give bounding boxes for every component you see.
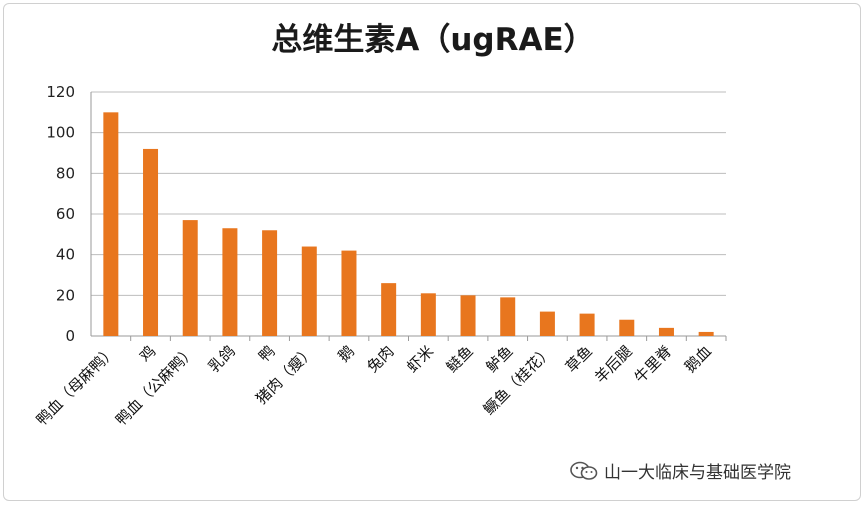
bar	[658, 327, 674, 336]
category-label: 鸭血（母麻鸭）	[33, 342, 120, 429]
bar	[103, 112, 119, 336]
bar	[460, 295, 476, 336]
bar	[262, 230, 278, 336]
y-tick-labels: 0 20 40 60 80 100 120	[46, 83, 75, 345]
y-tick-label: 60	[56, 205, 75, 223]
bar	[381, 283, 397, 336]
x-category-labels: 鸭血（母麻鸭） 鸡鸭血（公麻鸭） 乳鸽 鸭猪肉（瘦）鹅兔肉 虾米 鲢鱼 鲈鱼鳜鱼（桂花） 草鱼…	[33, 342, 715, 429]
bar	[619, 319, 635, 336]
bar	[539, 311, 555, 336]
chart-title: 总维生素A（ugRAE）	[271, 22, 595, 58]
bar	[500, 297, 516, 336]
y-tick-label: 40	[56, 246, 75, 264]
y-tick-label: 0	[65, 327, 75, 345]
wechat-icon	[570, 461, 598, 480]
category-label: 鹅血	[681, 342, 715, 376]
bar	[698, 331, 714, 336]
category-label: 虾米	[403, 342, 437, 376]
category-label: 鹅	[334, 342, 357, 365]
bar	[579, 313, 595, 336]
bar	[301, 246, 317, 336]
chart-frame	[3, 3, 861, 501]
bar	[182, 220, 198, 336]
category-label: 乳鸽	[205, 342, 239, 376]
category-label: 牛里脊	[631, 342, 676, 387]
y-tick-label: 120	[46, 83, 75, 101]
category-label: 羊后腿	[591, 342, 636, 387]
category-label: 兔肉	[364, 342, 398, 376]
y-tick-label: 100	[46, 124, 75, 142]
bars	[103, 112, 714, 336]
bar	[143, 148, 159, 336]
category-label: 鸭	[255, 342, 278, 365]
category-label: 鲈鱼	[483, 342, 517, 376]
bar	[341, 250, 357, 336]
bar	[420, 293, 436, 336]
category-label: 鲢鱼	[443, 342, 477, 376]
watermark: 山一大临床与基础医学院	[570, 458, 791, 483]
watermark-text: 山一大临床与基础医学院	[604, 463, 791, 483]
y-tick-label: 20	[56, 286, 75, 304]
category-label: 鸡	[136, 342, 159, 365]
category-label: 草鱼	[562, 342, 596, 376]
bar	[222, 228, 238, 336]
y-tick-label: 80	[56, 164, 75, 182]
